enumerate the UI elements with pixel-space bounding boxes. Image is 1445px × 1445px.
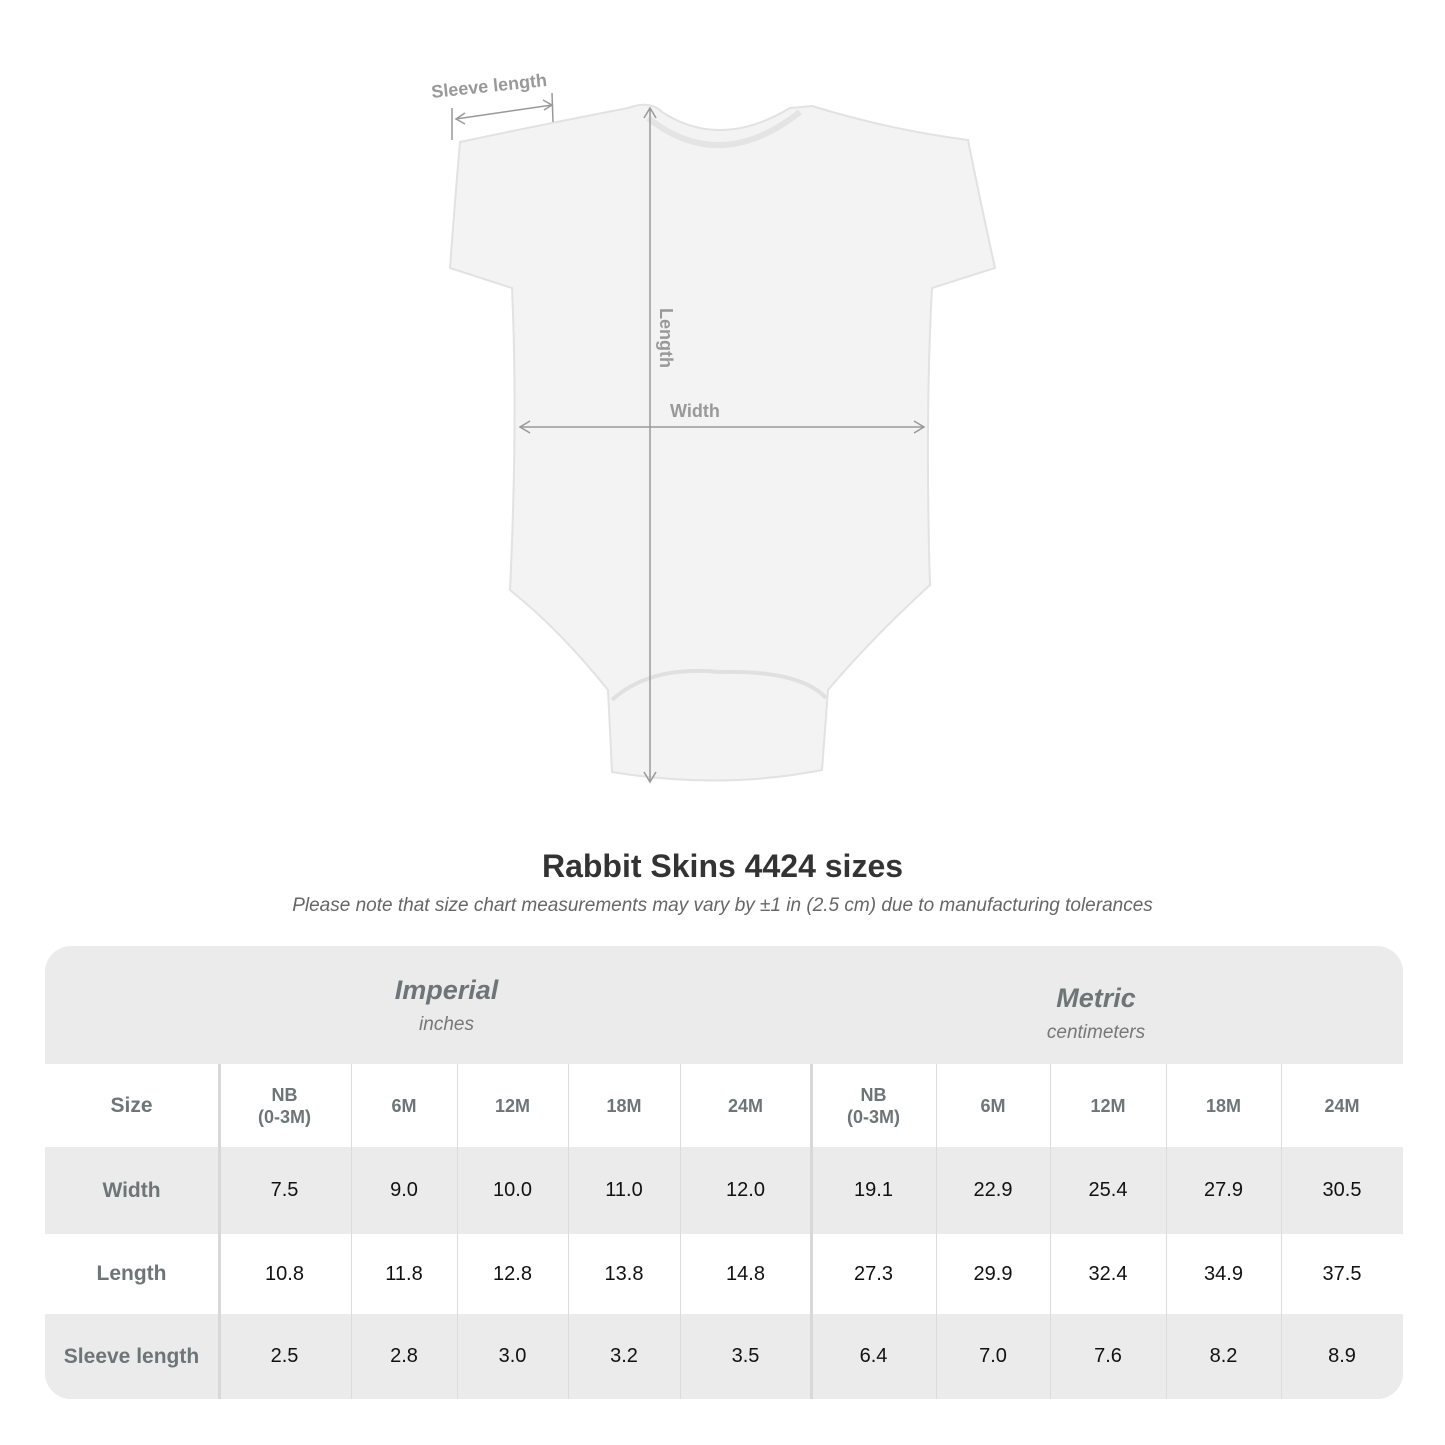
metric-value: 27.9 <box>1204 1179 1243 1201</box>
sleeve-arrow <box>455 104 553 120</box>
imperial-value: 9.0 <box>390 1179 418 1201</box>
onesie-image <box>448 103 997 782</box>
size-label: NB <box>271 1084 298 1105</box>
metric-value: 8.9 <box>1328 1345 1356 1367</box>
size-label: 6M <box>980 1095 1006 1116</box>
table-row-bg <box>45 1314 1403 1399</box>
size-label: (0-3M) <box>258 1106 311 1127</box>
table-row-bg <box>45 1147 1403 1234</box>
metric-header: Metric centimeters <box>848 954 1344 1072</box>
size-label: (0-3M) <box>847 1106 900 1127</box>
column-divider <box>936 1064 937 1399</box>
size-column-header: 18M <box>568 1064 680 1147</box>
size-column-header: 18M <box>1166 1064 1281 1147</box>
sleeve-tick-right <box>551 92 554 123</box>
tolerance-note: Please note that size chart measurements… <box>292 895 1153 916</box>
table-row-bg <box>45 1064 1403 1147</box>
onesie-diagram: Sleeve length Length Width <box>430 70 997 784</box>
size-column-header: NB (0-3M) <box>811 1064 936 1147</box>
size-label: 24M <box>727 1095 763 1116</box>
size-column-header: 12M <box>457 1064 568 1147</box>
width-arrowhead-left <box>518 420 531 434</box>
metric-value: 32.4 <box>1088 1262 1128 1285</box>
imperial-unit: inches <box>419 1013 474 1035</box>
sleeve-label: Sleeve length <box>430 70 548 102</box>
imperial-value: 14.8 <box>726 1262 765 1285</box>
metric-unit: centimeters <box>1046 1021 1146 1043</box>
imperial-header: Imperial inches <box>45 946 848 1064</box>
size-column-header: NB (0-3M) <box>218 1064 351 1147</box>
metric-value: 22.9 <box>973 1179 1013 1201</box>
size-label: 6M <box>391 1095 417 1116</box>
page-title: Rabbit Skins 4424 sizes <box>541 848 904 884</box>
column-divider <box>351 1064 352 1399</box>
size-label: 18M <box>606 1095 642 1116</box>
metric-value: 19.1 <box>854 1179 893 1201</box>
metric-value: 37.5 <box>1322 1262 1362 1285</box>
column-divider <box>1050 1064 1051 1399</box>
size-label: NB <box>860 1084 887 1105</box>
size-label: 18M <box>1205 1095 1241 1116</box>
sleeve-arrowhead-right <box>542 99 554 111</box>
imperial-title: Imperial <box>394 974 499 1005</box>
width-label: Width <box>670 401 720 421</box>
width-arrowhead-right <box>913 420 926 434</box>
imperial-value: 11.0 <box>605 1179 643 1201</box>
row-label: Length <box>96 1262 167 1285</box>
metric-value: 8.2 <box>1209 1345 1238 1367</box>
metric-value: 34.9 <box>1204 1262 1243 1285</box>
size-header: Size <box>110 1093 153 1117</box>
imperial-value: 2.5 <box>270 1345 299 1367</box>
row-label: Sleeve length <box>63 1344 200 1368</box>
length-arrowhead-bottom <box>643 771 657 784</box>
metric-value: 25.4 <box>1088 1179 1128 1201</box>
metric-title: Metric <box>1056 982 1136 1013</box>
size-column-header: 6M <box>936 1064 1050 1147</box>
imperial-value: 11.8 <box>385 1262 423 1285</box>
column-divider <box>680 1064 681 1399</box>
metric-value: 30.5 <box>1322 1179 1362 1201</box>
imperial-value: 10.8 <box>265 1262 304 1285</box>
metric-value: 27.3 <box>854 1262 893 1285</box>
imperial-value: 7.5 <box>270 1179 299 1201</box>
sleeve-arrowhead-left <box>454 112 466 125</box>
size-label: 12M <box>494 1095 530 1116</box>
column-divider <box>568 1064 569 1399</box>
column-divider <box>457 1064 458 1399</box>
section-divider <box>810 1064 813 1399</box>
length-arrowhead-top <box>643 106 657 119</box>
imperial-value: 13.8 <box>604 1262 644 1285</box>
leg-opening <box>610 668 828 702</box>
metric-value: 7.0 <box>979 1345 1007 1367</box>
column-divider <box>1166 1064 1167 1399</box>
imperial-value: 12.8 <box>493 1262 532 1285</box>
section-divider <box>218 1064 221 1399</box>
size-column-header: 24M <box>680 1064 811 1147</box>
imperial-value: 10.0 <box>493 1179 532 1201</box>
neckline <box>646 109 802 148</box>
size-column-header: 24M <box>1281 1064 1403 1147</box>
size-column-header: 12M <box>1050 1064 1166 1147</box>
imperial-value: 3.0 <box>498 1345 527 1367</box>
size-label: 12M <box>1090 1095 1126 1116</box>
size-label: 24M <box>1324 1095 1360 1116</box>
metric-value: 6.4 <box>859 1345 888 1367</box>
table-row-bg <box>45 1234 1403 1314</box>
size-column-header: 6M <box>351 1064 457 1147</box>
imperial-value: 12.0 <box>726 1179 765 1201</box>
imperial-value: 3.2 <box>610 1345 638 1367</box>
imperial-value: 2.8 <box>390 1345 418 1367</box>
imperial-value: 3.5 <box>731 1345 760 1367</box>
size-table: Imperial inches Metric centimeters Size N… <box>45 946 1403 1399</box>
column-divider <box>1281 1064 1282 1399</box>
length-label: Length <box>656 308 676 368</box>
metric-value: 29.9 <box>973 1262 1013 1285</box>
metric-value: 7.6 <box>1094 1345 1122 1367</box>
row-label: Width <box>102 1178 161 1202</box>
